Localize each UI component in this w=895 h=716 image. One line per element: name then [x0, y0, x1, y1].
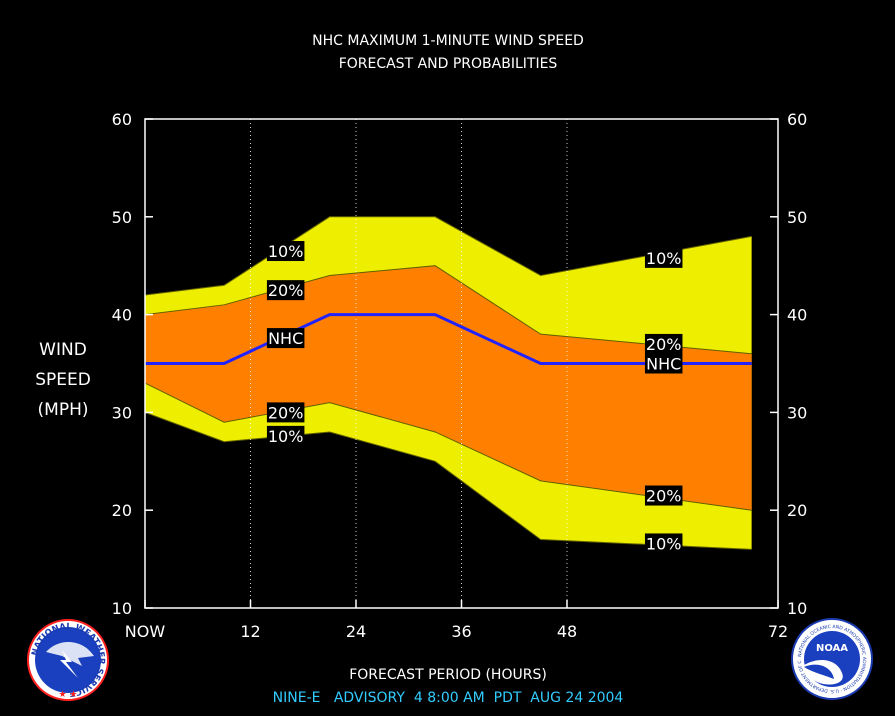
y-axis-label: WIND SPEED (MPH) — [35, 340, 91, 420]
annotation-box — [266, 328, 305, 349]
y-axis-label-line: (MPH) — [38, 400, 89, 420]
y-axis-label-line: WIND — [39, 340, 87, 360]
y-tick-label: 20 — [787, 501, 807, 520]
nws-logo: NATIONAL WEATHER SERVICE ★ ★ — [27, 619, 109, 701]
annotation-label: 10% — [268, 427, 304, 446]
annotation-label: 10% — [646, 249, 682, 268]
x-tick-label: 12 — [240, 622, 260, 641]
boundary-upper-20pct — [144, 265, 752, 355]
y-tick-label: 50 — [112, 208, 132, 227]
annotation-label: NHC — [268, 329, 303, 348]
annotation-label: 10% — [268, 242, 304, 261]
y-tick-label: 10 — [112, 599, 132, 618]
y-tick-label: 20 — [112, 501, 132, 520]
advisory-text: NINE-E ADVISORY 4 8:00 AM PDT AUG 24 200… — [273, 690, 624, 706]
annotation-label: NHC — [646, 355, 681, 374]
noaa-logo: NOAA NATIONAL OCEANIC AND ATMOSPHERIC AD… — [791, 618, 873, 700]
x-axis-label: FORECAST PERIOD (HOURS) — [349, 667, 547, 683]
y-axis-label-line: SPEED — [35, 370, 91, 390]
boundary-upper-10pct — [144, 216, 752, 296]
band-inner-20pct — [145, 265, 752, 511]
y-tick-label: 10 — [787, 599, 807, 618]
annotation-box — [266, 402, 305, 423]
y-tick-label: 60 — [112, 110, 132, 129]
chart-title-line1: NHC MAXIMUM 1-MINUTE WIND SPEED — [312, 33, 584, 49]
y-tick-label: 60 — [787, 110, 807, 129]
plot-area: 10 10 20 20 30 30 40 40 50 50 60 60 NOW 12 24 36 48 72 10%… — [112, 110, 808, 641]
svg-text:★ ★: ★ ★ — [59, 690, 78, 700]
annotation-label: 10% — [646, 534, 682, 553]
annotation-box — [644, 247, 683, 268]
nhc-forecast-line — [145, 313, 752, 365]
x-tick-label: 36 — [451, 622, 471, 641]
y-tick-label: 30 — [112, 403, 132, 422]
annotation-label: 20% — [268, 403, 304, 422]
noaa-logo-text: NOAA — [816, 643, 848, 654]
boundary-lower-20pct — [144, 382, 752, 511]
annotation-box — [644, 533, 683, 554]
annotation-label: 20% — [268, 281, 304, 300]
y-tick-label: 40 — [112, 306, 132, 325]
y-tick-label: 30 — [787, 403, 807, 422]
annotation-box — [266, 241, 305, 262]
x-tick-label: 24 — [346, 622, 366, 641]
annotation-box — [266, 425, 305, 446]
annotation-label: 20% — [646, 487, 682, 506]
x-tick-label: 72 — [768, 622, 788, 641]
x-tick-label: NOW — [125, 622, 166, 641]
annotation-box — [266, 280, 305, 301]
y-tick-label: 50 — [787, 208, 807, 227]
y-tick-label: 40 — [787, 306, 807, 325]
x-tick-label: 48 — [557, 622, 577, 641]
annotation-box — [644, 485, 683, 506]
annotation-box — [644, 353, 683, 374]
annotation-box — [644, 333, 683, 354]
annotation-label: 20% — [646, 335, 682, 354]
boundary-lower-10pct — [144, 411, 752, 550]
chart-title-line2: FORECAST AND PROBABILITIES — [339, 56, 558, 72]
